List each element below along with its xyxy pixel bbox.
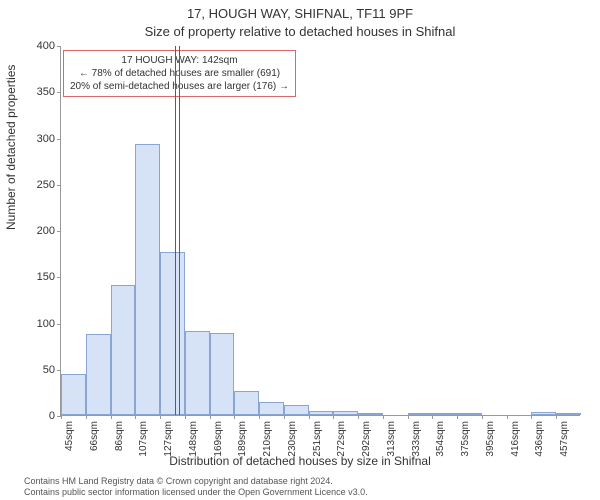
histogram-bar: [160, 252, 185, 415]
chart-title-desc: Size of property relative to detached ho…: [0, 24, 600, 39]
xtick-label: 127sqm: [163, 421, 174, 457]
chart-title-address: 17, HOUGH WAY, SHIFNAL, TF11 9PF: [0, 6, 600, 21]
ytick-mark: [57, 231, 61, 232]
ytick-label: 400: [37, 40, 55, 52]
ytick-mark: [57, 370, 61, 371]
ytick-label: 0: [49, 410, 55, 422]
histogram-bar: [135, 144, 160, 415]
ytick-label: 100: [37, 318, 55, 330]
xtick-mark: [432, 415, 433, 419]
xtick-mark: [556, 415, 557, 419]
xtick-mark: [531, 415, 532, 419]
xtick-mark: [259, 415, 260, 419]
ytick-label: 250: [37, 179, 55, 191]
histogram-bar: [556, 413, 581, 415]
histogram-bar: [86, 334, 111, 415]
xtick-label: 292sqm: [361, 421, 372, 457]
xtick-label: 45sqm: [64, 421, 75, 451]
xtick-label: 313sqm: [386, 421, 397, 457]
xtick-label: 210sqm: [262, 421, 273, 457]
histogram-bar: [457, 413, 482, 415]
xtick-mark: [185, 415, 186, 419]
xtick-label: 457sqm: [559, 421, 570, 457]
xtick-mark: [507, 415, 508, 419]
xtick-label: 230sqm: [287, 421, 298, 457]
ytick-label: 50: [43, 364, 55, 376]
histogram-bar: [309, 411, 334, 415]
x-axis-label: Distribution of detached houses by size …: [0, 454, 600, 468]
histogram-bar: [432, 413, 457, 415]
ytick-mark: [57, 92, 61, 93]
histogram-bar: [259, 402, 284, 415]
ytick-mark: [57, 277, 61, 278]
xtick-mark: [234, 415, 235, 419]
ytick-label: 200: [37, 225, 55, 237]
ytick-mark: [57, 46, 61, 47]
histogram-bar: [284, 405, 309, 415]
histogram-bar: [185, 331, 210, 415]
chart-container: 17, HOUGH WAY, SHIFNAL, TF11 9PF Size of…: [0, 0, 600, 500]
histogram-bar: [61, 374, 86, 415]
xtick-mark: [210, 415, 211, 419]
histogram-bar: [333, 411, 358, 415]
xtick-label: 189sqm: [237, 421, 248, 457]
histogram-bar: [111, 285, 136, 415]
ytick-label: 150: [37, 271, 55, 283]
xtick-mark: [135, 415, 136, 419]
xtick-label: 169sqm: [213, 421, 224, 457]
xtick-label: 375sqm: [460, 421, 471, 457]
xtick-label: 416sqm: [510, 421, 521, 457]
xtick-label: 66sqm: [89, 421, 100, 451]
xtick-label: 148sqm: [188, 421, 199, 457]
plot-area: 17 HOUGH WAY: 142sqm ← 78% of detached h…: [60, 46, 580, 416]
reference-line-left: [175, 46, 176, 415]
xtick-mark: [61, 415, 62, 419]
footer-attribution: Contains HM Land Registry data © Crown c…: [0, 476, 600, 498]
xtick-label: 333sqm: [411, 421, 422, 457]
xtick-mark: [408, 415, 409, 419]
histogram-bar: [358, 413, 383, 415]
ytick-mark: [57, 139, 61, 140]
xtick-label: 436sqm: [534, 421, 545, 457]
xtick-mark: [160, 415, 161, 419]
xtick-label: 86sqm: [114, 421, 125, 451]
xtick-mark: [309, 415, 310, 419]
histogram-bar: [234, 391, 259, 415]
xtick-mark: [482, 415, 483, 419]
xtick-label: 272sqm: [336, 421, 347, 457]
xtick-mark: [383, 415, 384, 419]
y-axis-label: Number of detached properties: [4, 65, 18, 230]
xtick-mark: [333, 415, 334, 419]
xtick-label: 354sqm: [435, 421, 446, 457]
footer-line-1: Contains HM Land Registry data © Crown c…: [24, 476, 590, 487]
ytick-mark: [57, 324, 61, 325]
xtick-mark: [111, 415, 112, 419]
xtick-mark: [358, 415, 359, 419]
histogram-bar: [531, 412, 556, 415]
ytick-label: 350: [37, 86, 55, 98]
histogram-bar: [210, 333, 235, 415]
reference-line-right: [179, 46, 180, 415]
ytick-mark: [57, 185, 61, 186]
histogram-bar: [408, 413, 433, 415]
xtick-label: 251sqm: [312, 421, 323, 457]
xtick-mark: [457, 415, 458, 419]
xtick-label: 395sqm: [485, 421, 496, 457]
xtick-mark: [86, 415, 87, 419]
footer-line-2: Contains public sector information licen…: [24, 487, 590, 498]
xtick-mark: [284, 415, 285, 419]
ytick-label: 300: [37, 133, 55, 145]
xtick-label: 107sqm: [138, 421, 149, 457]
